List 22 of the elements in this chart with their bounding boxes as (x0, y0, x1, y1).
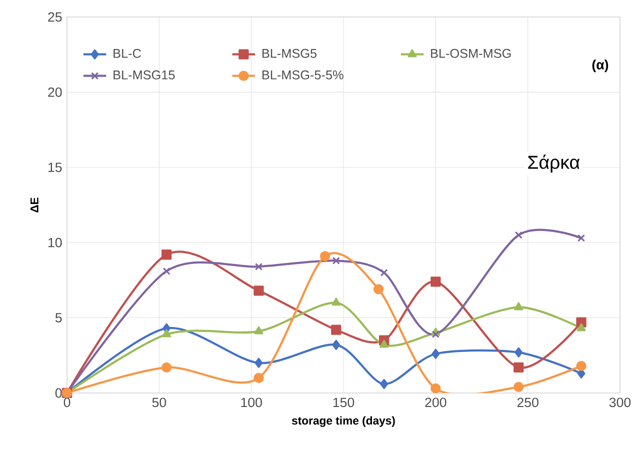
legend-label: BL-MSG-5-5% (262, 70, 344, 80)
annotation: (α) (592, 60, 608, 72)
x-tick-label: 0 (64, 398, 70, 408)
y-tick-label: 10 (48, 238, 62, 248)
x-axis-title: storage time (days) (292, 416, 395, 427)
legend-label: BL-C (114, 48, 141, 58)
y-tick-label: 5 (55, 313, 62, 322)
y-tick-label: 15 (48, 162, 62, 172)
x-tick-label: 250 (517, 398, 538, 408)
x-tick-label: 200 (425, 398, 446, 408)
legend-label: BL-MSG5 (262, 48, 317, 58)
x-tick-label: 100 (241, 398, 262, 408)
y-tick-label: 25 (48, 12, 62, 22)
annotation: Σάρκα (528, 154, 580, 173)
x-tick-label: 50 (152, 398, 166, 408)
legend-label: BL-OSM-MSG (431, 48, 511, 58)
legend-label: BL-MSG15 (114, 70, 175, 80)
x-tick-label: 300 (609, 398, 631, 408)
y-tick-label: 0 (55, 388, 62, 398)
y-tick-label: 20 (48, 87, 62, 97)
x-tick-label: 150 (333, 398, 354, 408)
y-axis-title: ΔE (30, 198, 38, 212)
